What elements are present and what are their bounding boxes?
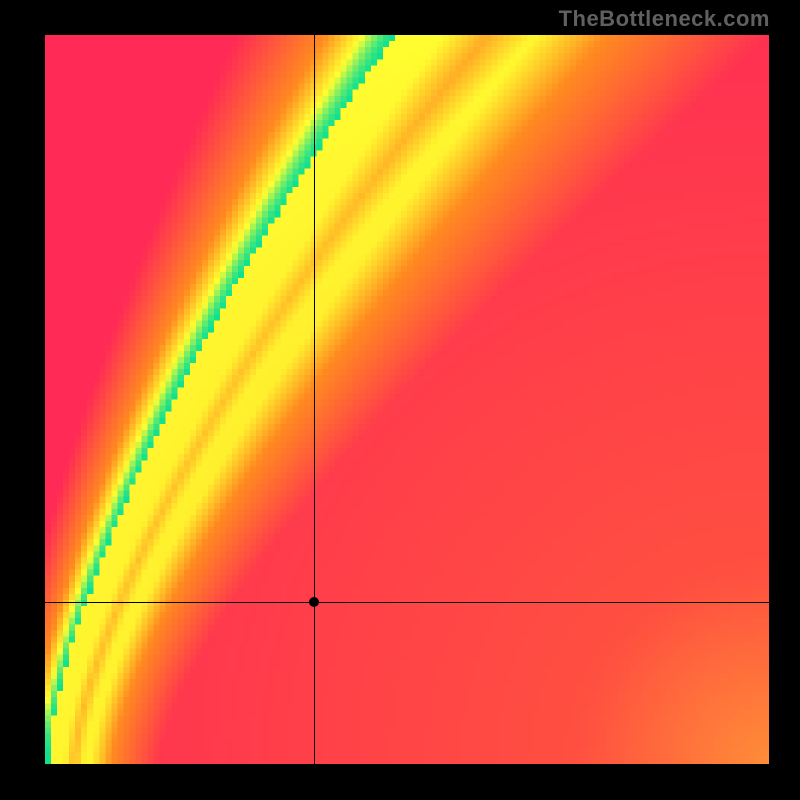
heatmap-canvas [45, 35, 769, 764]
crosshair-horizontal [45, 602, 769, 603]
crosshair-vertical [314, 35, 315, 764]
chart-container: TheBottleneck.com [0, 0, 800, 800]
crosshair-marker [309, 597, 319, 607]
watermark-text: TheBottleneck.com [559, 6, 770, 32]
